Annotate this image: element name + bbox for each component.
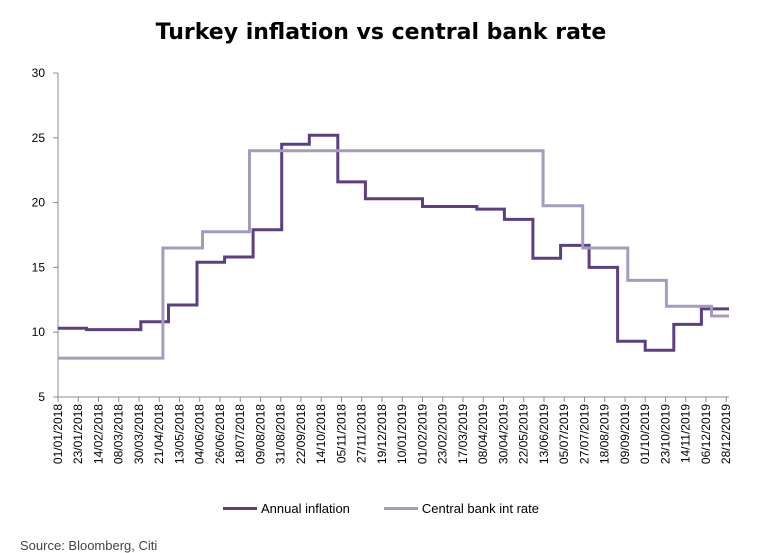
x-tick-label: 27/11/2018: [355, 404, 369, 463]
x-tick-label: 18/07/2018: [233, 404, 247, 464]
x-tick-label: 01/02/2019: [415, 404, 429, 464]
x-tick-label: 13/06/2019: [537, 404, 551, 464]
x-tick-label: 06/12/2019: [699, 404, 713, 464]
x-tick-label: 23/02/2019: [436, 404, 450, 464]
y-tick-label: 30: [32, 66, 46, 80]
x-tick-label: 01/10/2019: [638, 404, 652, 464]
x-tick-label: 30/03/2018: [132, 404, 146, 464]
x-tick-label: 18/08/2019: [598, 404, 612, 464]
legend-label-annual-inflation: Annual inflation: [261, 500, 350, 516]
x-tick-label: 22/09/2018: [294, 404, 308, 464]
x-tick-label: 04/06/2018: [193, 404, 207, 464]
x-tick-label: 21/04/2018: [152, 404, 166, 464]
axes: 5 10 15 20 25 30 01/01/2018 23/01/2018 14/02/201…: [32, 66, 734, 464]
y-tick-label: 5: [38, 390, 45, 404]
x-tick-label: 23/10/2019: [658, 404, 672, 464]
x-tick-label: 13/05/2018: [172, 404, 186, 464]
x-tick-label: 14/10/2018: [314, 404, 328, 464]
y-tick-label: 15: [32, 260, 46, 274]
x-tick-label: 14/11/2019: [679, 404, 693, 463]
source-note: Source: Bloomberg, Citi: [20, 538, 158, 553]
legend-swatch-annual-inflation: [223, 506, 257, 510]
x-tick-label: 08/03/2018: [112, 404, 126, 464]
series-layer: [58, 133, 729, 360]
x-tick-label: 09/08/2018: [253, 404, 267, 464]
chart-title: Turkey inflation vs central bank rate: [155, 20, 607, 45]
x-tick-label: 09/09/2019: [618, 404, 632, 464]
series-line-central-bank-rate: [58, 149, 729, 360]
x-tick-label: 10/01/2019: [395, 404, 409, 464]
x-tick-label: 01/01/2018: [51, 404, 65, 464]
legend-label-central-bank-rate: Central bank int rate: [421, 500, 539, 516]
x-tick-label: 27/07/2019: [577, 404, 591, 464]
x-tick-label: 26/06/2018: [213, 404, 227, 464]
y-tick-label: 10: [32, 325, 46, 339]
x-tick-label: 30/04/2019: [496, 404, 510, 464]
x-tick-label: 05/07/2019: [557, 404, 571, 464]
x-tick-label: 19/12/2018: [375, 404, 389, 464]
x-tick-label: 05/11/2018: [334, 404, 348, 463]
x-tick-label: 28/12/2019: [719, 404, 733, 464]
x-tick-label: 14/02/2018: [91, 404, 105, 464]
legend-swatch-central-bank-rate: [383, 506, 418, 510]
y-tick-label: 20: [32, 196, 46, 210]
x-tick-label: 22/05/2019: [517, 404, 531, 464]
x-tick-label: 23/01/2018: [71, 404, 85, 464]
x-tick-label: 31/08/2018: [274, 404, 288, 464]
legend-item-annual-inflation: Annual inflation: [223, 498, 350, 518]
legend: Annual inflation Central bank int rate: [0, 498, 762, 518]
series-line-annual-inflation: [58, 133, 729, 352]
x-tick-label: 08/04/2019: [476, 404, 490, 464]
legend-item-central-bank-rate: Central bank int rate: [383, 498, 539, 518]
x-tick-label: 17/03/2019: [456, 404, 470, 464]
y-tick-label: 25: [32, 131, 46, 145]
